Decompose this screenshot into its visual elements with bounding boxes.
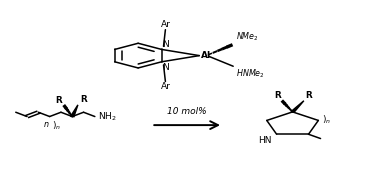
Text: N: N: [163, 40, 169, 49]
Text: R: R: [55, 95, 62, 104]
Text: Ar: Ar: [161, 20, 170, 29]
Polygon shape: [71, 105, 78, 117]
Text: R: R: [305, 91, 312, 100]
Text: NH$_2$: NH$_2$: [98, 110, 116, 123]
Text: R: R: [274, 91, 281, 100]
Text: )$_n$: )$_n$: [51, 120, 60, 132]
Text: HNMe$_2$: HNMe$_2$: [236, 67, 265, 80]
Text: Ar: Ar: [161, 82, 170, 91]
Text: )$_n$: )$_n$: [322, 113, 331, 126]
Text: R: R: [80, 95, 87, 104]
Text: 10 mol%: 10 mol%: [167, 107, 207, 116]
Text: Al: Al: [201, 51, 211, 60]
Text: NMe$_2$: NMe$_2$: [236, 31, 259, 43]
Text: HN: HN: [259, 136, 272, 145]
Polygon shape: [291, 101, 304, 112]
Text: $n$: $n$: [43, 120, 49, 129]
Text: N: N: [163, 63, 169, 72]
